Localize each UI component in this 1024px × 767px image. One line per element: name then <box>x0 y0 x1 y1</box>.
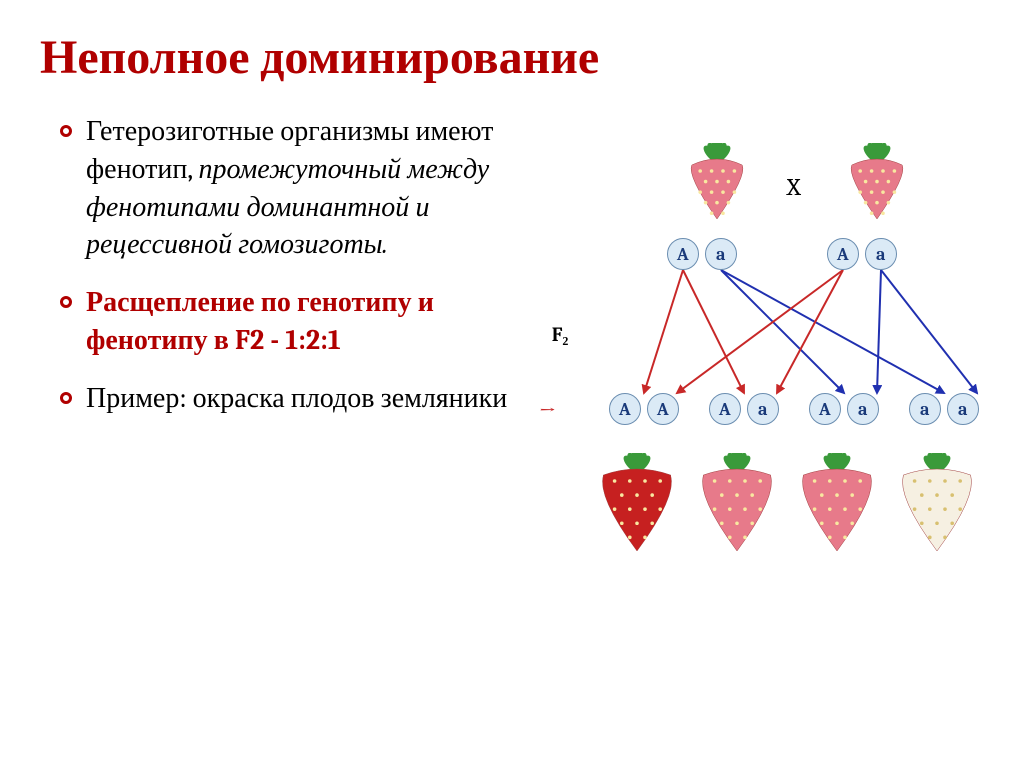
allele-circle: a <box>865 238 897 270</box>
page-title: Неполное доминирование <box>40 30 984 85</box>
offspring-berry <box>897 453 967 533</box>
genetics-diagram: XAaAaAAAaAaaaF₂→ <box>537 143 984 623</box>
allele-circle: a <box>909 393 941 425</box>
offspring-berry <box>797 453 867 533</box>
offspring-berry <box>697 453 767 533</box>
allele-circle: a <box>847 393 879 425</box>
bullet-dot <box>60 125 72 137</box>
bullet-dot <box>60 296 72 308</box>
content-row: Гетерозиготные организмы имеют фенотип, … <box>40 113 984 623</box>
f2-label: F₂ <box>552 323 569 347</box>
allele-circle: A <box>709 393 741 425</box>
allele-circle: A <box>667 238 699 270</box>
allele-circle: a <box>947 393 979 425</box>
bullet-item: Расщепление по генотипу и фенотипу в F2 … <box>60 284 527 360</box>
parent-berry <box>687 143 757 223</box>
bullet-item: Пример: окраска плодов земляники <box>60 380 527 418</box>
allele-circle: a <box>747 393 779 425</box>
bullet-dot <box>60 392 72 404</box>
bullet-item: Гетерозиготные организмы имеют фенотип, … <box>60 113 527 264</box>
bullet-list: Гетерозиготные организмы имеют фенотип, … <box>40 113 527 623</box>
allele-circle: A <box>647 393 679 425</box>
bullet-text: Гетерозиготные организмы имеют фенотип, … <box>86 113 527 264</box>
bullet-text: Пример: окраска плодов земляники <box>86 380 507 418</box>
parent-berry <box>847 143 917 223</box>
allele-circle: a <box>705 238 737 270</box>
cross-symbol: X <box>787 173 801 201</box>
bullet-text: Расщепление по генотипу и фенотипу в F2 … <box>86 284 527 360</box>
offspring-berry <box>597 453 667 533</box>
allele-circle: A <box>809 393 841 425</box>
allele-circle: A <box>827 238 859 270</box>
allele-circle: A <box>609 393 641 425</box>
f2-arrow-icon: → <box>539 398 556 424</box>
